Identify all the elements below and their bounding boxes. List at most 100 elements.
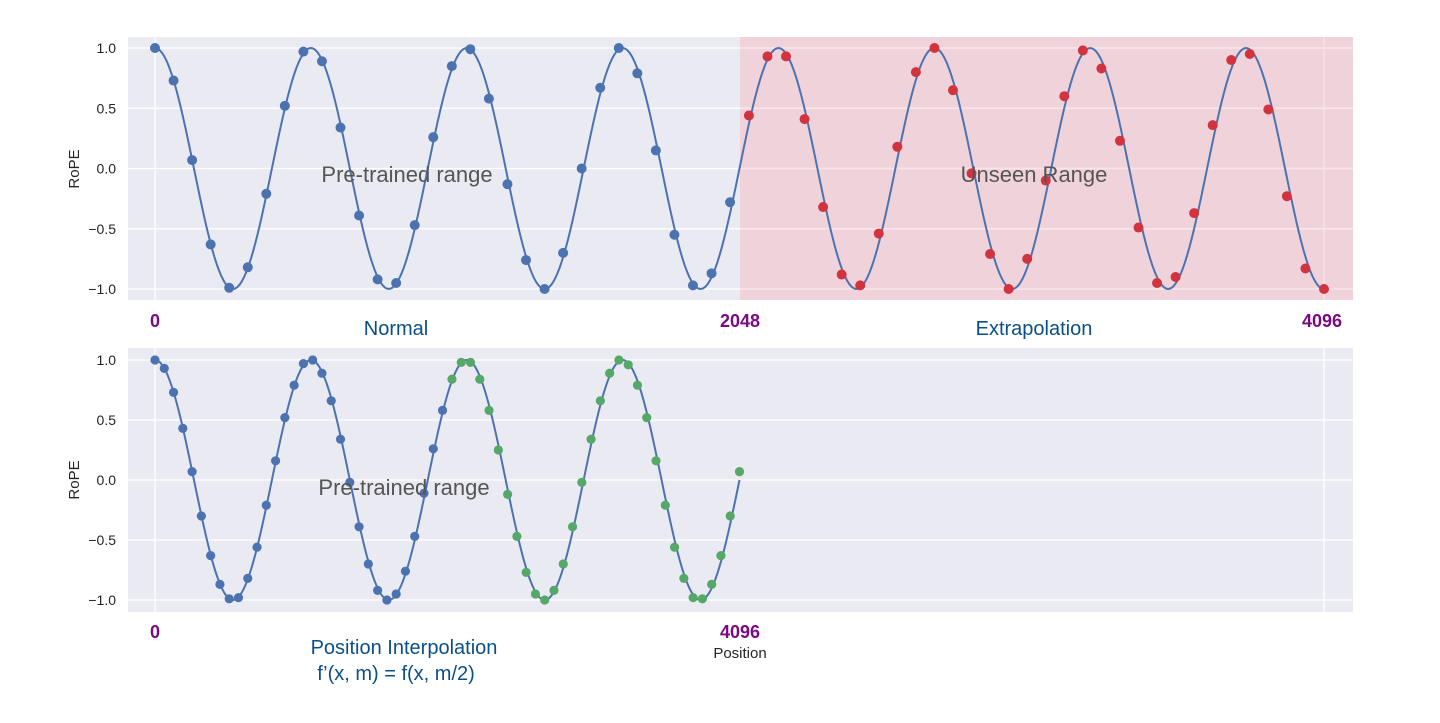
data-point bbox=[1133, 222, 1144, 233]
data-point bbox=[150, 355, 160, 365]
bottom-rope-curve bbox=[154, 358, 741, 602]
data-point bbox=[605, 368, 615, 378]
data-point bbox=[447, 374, 457, 384]
data-point bbox=[1077, 45, 1088, 56]
data-point bbox=[206, 551, 216, 561]
data-point bbox=[623, 360, 633, 370]
data-point bbox=[947, 85, 958, 96]
data-point bbox=[1114, 135, 1125, 146]
data-point bbox=[187, 155, 198, 166]
data-point bbox=[483, 93, 494, 104]
data-point bbox=[289, 380, 299, 390]
data-point bbox=[391, 277, 402, 288]
data-point bbox=[539, 284, 550, 294]
data-point bbox=[512, 531, 522, 542]
data-point bbox=[178, 423, 188, 433]
y-tick-label: −1.0 bbox=[88, 592, 116, 608]
data-point bbox=[409, 220, 420, 231]
data-point bbox=[243, 573, 253, 584]
data-point bbox=[484, 405, 494, 415]
data-point bbox=[929, 43, 940, 53]
data-point bbox=[725, 197, 736, 208]
data-point bbox=[521, 255, 532, 266]
data-point bbox=[1263, 104, 1274, 115]
y-tick-label: −0.5 bbox=[88, 221, 116, 237]
data-point bbox=[707, 579, 717, 590]
data-point bbox=[716, 551, 726, 561]
data-point bbox=[679, 573, 689, 584]
data-point bbox=[279, 100, 290, 111]
data-point bbox=[446, 61, 457, 72]
data-point bbox=[372, 274, 383, 285]
y-tick-label: 0.0 bbox=[97, 472, 117, 488]
data-point bbox=[669, 542, 680, 552]
data-point bbox=[577, 477, 587, 487]
data-point bbox=[669, 229, 680, 240]
data-point bbox=[836, 269, 847, 280]
data-point bbox=[159, 363, 169, 373]
data-point bbox=[1096, 63, 1107, 74]
data-point bbox=[363, 559, 373, 569]
data-point bbox=[428, 132, 439, 143]
data-point bbox=[317, 368, 327, 378]
x-mark-4096-bottom: 4096 bbox=[720, 622, 760, 642]
data-point bbox=[316, 56, 327, 67]
position-interpolation-label: Position Interpolation bbox=[311, 637, 498, 659]
data-point bbox=[456, 357, 466, 367]
data-point bbox=[697, 594, 707, 604]
pretrained-range-annotation: Pre-trained range bbox=[321, 162, 492, 187]
data-point bbox=[1003, 284, 1014, 294]
bottom-sample-points bbox=[150, 355, 745, 605]
data-point bbox=[1022, 253, 1033, 264]
data-point bbox=[335, 434, 346, 444]
data-point bbox=[465, 357, 476, 367]
top-panel: 1.0 0.5 0.0 −0.5 −1.0 RoPE Pre-trained range… bbox=[66, 37, 1353, 340]
data-point bbox=[910, 67, 921, 78]
data-point bbox=[1059, 91, 1070, 102]
extrapolation-region-label: Extrapolation bbox=[976, 318, 1093, 340]
data-point bbox=[855, 280, 866, 291]
bottom-panel: 1.0 0.5 0.0 −0.5 −1.0 RoPE Pre-trained range… bbox=[66, 348, 1353, 685]
data-point bbox=[651, 456, 661, 466]
data-point bbox=[326, 396, 336, 406]
data-point bbox=[252, 542, 262, 552]
data-point bbox=[345, 477, 355, 487]
data-point bbox=[781, 51, 792, 62]
data-point bbox=[150, 43, 160, 53]
data-point bbox=[224, 282, 235, 293]
data-point bbox=[1170, 271, 1181, 282]
data-point bbox=[503, 489, 513, 499]
data-point bbox=[530, 589, 541, 599]
data-point bbox=[168, 387, 179, 397]
top-y-ticks: 1.0 0.5 0.0 −0.5 −1.0 bbox=[88, 40, 116, 297]
y-tick-label: 0.0 bbox=[97, 161, 117, 177]
data-point bbox=[493, 445, 503, 455]
data-point bbox=[734, 467, 745, 477]
x-mark-0-bottom: 0 bbox=[150, 622, 160, 642]
data-point bbox=[419, 488, 429, 498]
data-point bbox=[373, 585, 383, 596]
data-point bbox=[799, 114, 810, 125]
data-point bbox=[873, 228, 884, 239]
data-point bbox=[743, 110, 754, 121]
y-tick-label: 0.5 bbox=[97, 100, 117, 116]
x-mark-0-top: 0 bbox=[150, 311, 160, 331]
data-point bbox=[595, 82, 606, 93]
data-point bbox=[725, 511, 735, 521]
data-point bbox=[892, 141, 903, 152]
data-point bbox=[1152, 277, 1163, 288]
data-point bbox=[613, 43, 624, 53]
data-point bbox=[558, 247, 569, 258]
data-point bbox=[475, 374, 485, 384]
data-point bbox=[1319, 284, 1329, 294]
top-rope-curve bbox=[154, 46, 1325, 291]
data-point bbox=[354, 210, 365, 221]
data-point bbox=[650, 145, 661, 156]
x-mark-4096-top: 4096 bbox=[1302, 311, 1342, 331]
data-point bbox=[521, 567, 531, 578]
data-point bbox=[632, 68, 643, 79]
y-tick-label: −1.0 bbox=[88, 281, 116, 297]
data-point bbox=[567, 522, 578, 532]
data-point bbox=[437, 405, 448, 415]
